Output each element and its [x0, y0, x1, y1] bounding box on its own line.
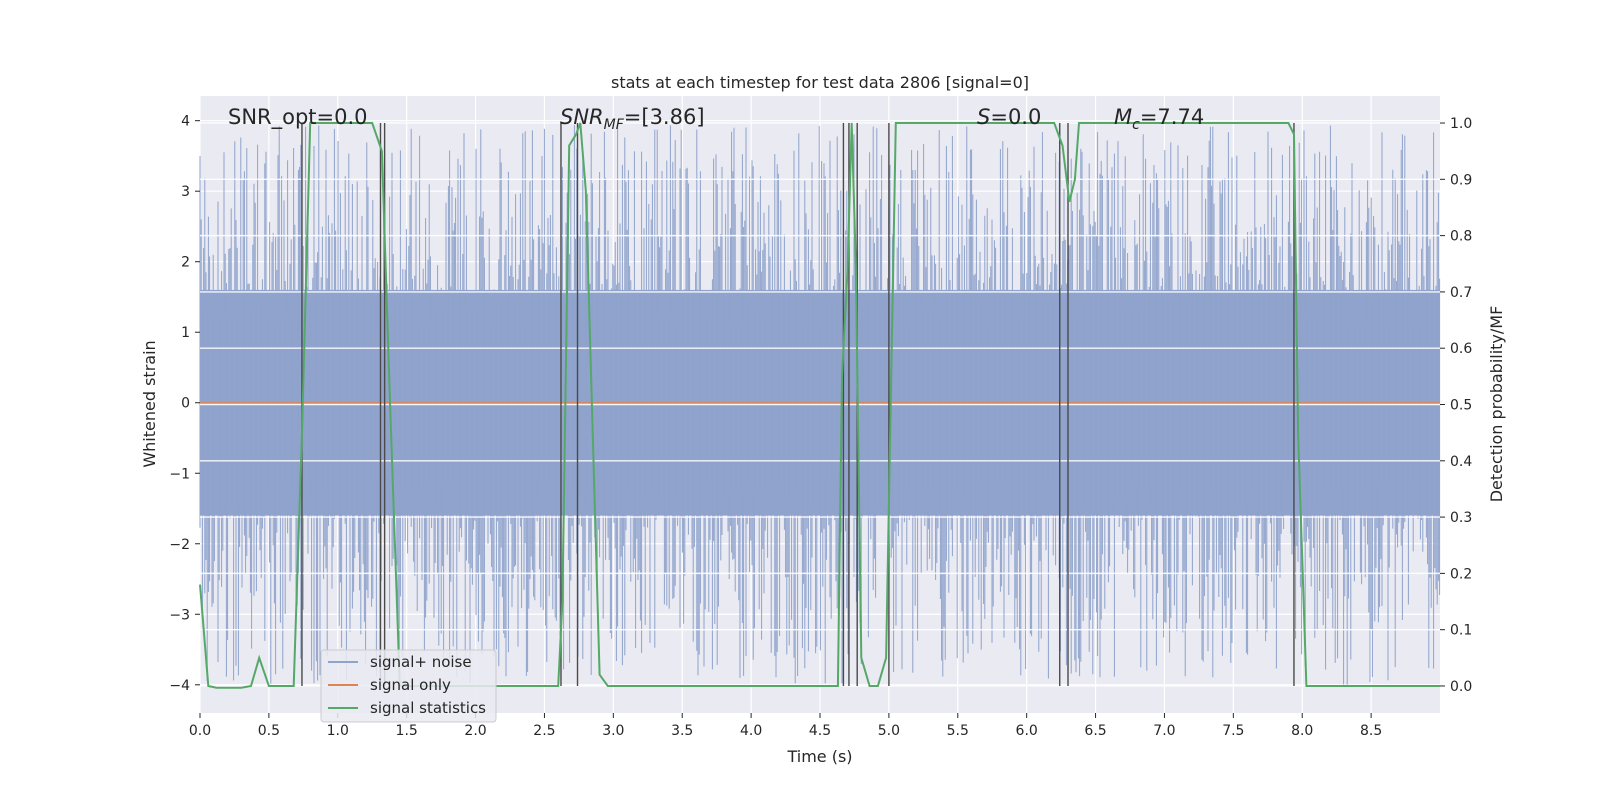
y-tick-label: −2: [169, 537, 190, 553]
x-tick-label: 6.5: [1084, 723, 1106, 739]
x-axis-label: Time (s): [786, 747, 852, 766]
annotation-snr-mf-sub: MF: [604, 117, 625, 133]
legend-label-noise: signal+ noise: [370, 653, 472, 671]
x-tick-label: 4.5: [809, 723, 831, 739]
x-tick-label: 6.0: [1016, 723, 1038, 739]
y-tick-label: 0: [181, 396, 190, 412]
legend: signal+ noise signal only signal statist…: [320, 649, 497, 723]
right-y-axis-label: Detection probability/MF: [1487, 306, 1506, 503]
x-ticks: 0.0 0.5 1.0 1.5 2.0 2.5 3.0 3.5 4.0 4.5 5.0 5.5 6.0 6…: [189, 713, 1382, 739]
x-tick-label: 0.5: [258, 723, 280, 739]
y-tick-label: −3: [169, 607, 190, 623]
x-tick-label: 7.5: [1222, 723, 1244, 739]
x-tick-label: 3.0: [602, 723, 624, 739]
x-tick-label: 0.0: [189, 723, 211, 739]
right-y-tick-label: 0.0: [1450, 679, 1472, 695]
x-tick-label: 8.0: [1291, 723, 1313, 739]
series-signal-statistics-line: [199, 122, 1440, 689]
y-tick-label: 2: [181, 255, 190, 271]
x-tick-label: 8.5: [1360, 723, 1382, 739]
annotation-mc: Mc=7.74: [1114, 105, 1204, 133]
annotation-snr-mf: SNRMF=[3.86]: [560, 105, 705, 133]
annotation-mc-sub: c: [1132, 117, 1140, 133]
x-tick-label: 5.0: [878, 723, 900, 739]
chart-title: stats at each timestep for test data 280…: [611, 73, 1029, 92]
y-tick-label: 4: [181, 114, 190, 130]
x-tick-label: 7.0: [1153, 723, 1175, 739]
right-y-tick-label: 0.4: [1450, 454, 1472, 470]
right-y-tick-label: 0.7: [1450, 285, 1472, 301]
annotation-mc-main: M: [1114, 105, 1132, 129]
y-ticks: 4 3 2 1 0 −1 −2 −3 −4: [169, 114, 200, 694]
legend-label-signal-only: signal only: [370, 676, 451, 694]
right-y-tick-label: 0.2: [1450, 566, 1472, 582]
annotation-s-rest: =0.0: [990, 105, 1041, 129]
annotation-s-main: S: [977, 105, 990, 129]
annotation-snr-opt: SNR_opt=0.0: [228, 105, 368, 130]
x-tick-label: 2.0: [464, 723, 486, 739]
x-tick-label: 5.5: [947, 723, 969, 739]
legend-label-statistics: signal statistics: [370, 699, 486, 717]
x-tick-label: 3.5: [671, 723, 693, 739]
right-y-tick-label: 1.0: [1450, 116, 1472, 132]
annotation-snr-mf-rest: =[3.86]: [624, 105, 705, 129]
annotation-snr-mf-main: SNR: [560, 105, 604, 129]
annotation-mc-rest: =7.74: [1140, 105, 1204, 129]
annotation-s: S=0.0: [977, 105, 1041, 129]
right-y-tick-label: 0.3: [1450, 510, 1472, 526]
x-tick-label: 1.5: [396, 723, 418, 739]
right-y-ticks: 1.0 0.9 0.8 0.7 0.6 0.5 0.4 0.3 0.2 0.1 0.0: [1440, 116, 1472, 695]
y-tick-label: −4: [169, 678, 190, 694]
y-axis-label: Whitened strain: [140, 340, 159, 467]
right-y-tick-label: 0.1: [1450, 623, 1472, 639]
right-y-tick-label: 0.6: [1450, 341, 1472, 357]
x-tick-label: 4.0: [740, 723, 762, 739]
y-tick-label: −1: [169, 466, 190, 482]
x-tick-label: 2.5: [533, 723, 555, 739]
y-tick-label: 1: [181, 325, 190, 341]
right-y-tick-label: 0.5: [1450, 398, 1472, 414]
x-tick-label: 1.0: [327, 723, 349, 739]
y-tick-label: 3: [181, 184, 190, 200]
legend-box: [320, 649, 497, 723]
right-y-tick-label: 0.9: [1450, 172, 1472, 188]
right-y-tick-label: 0.8: [1450, 229, 1472, 245]
